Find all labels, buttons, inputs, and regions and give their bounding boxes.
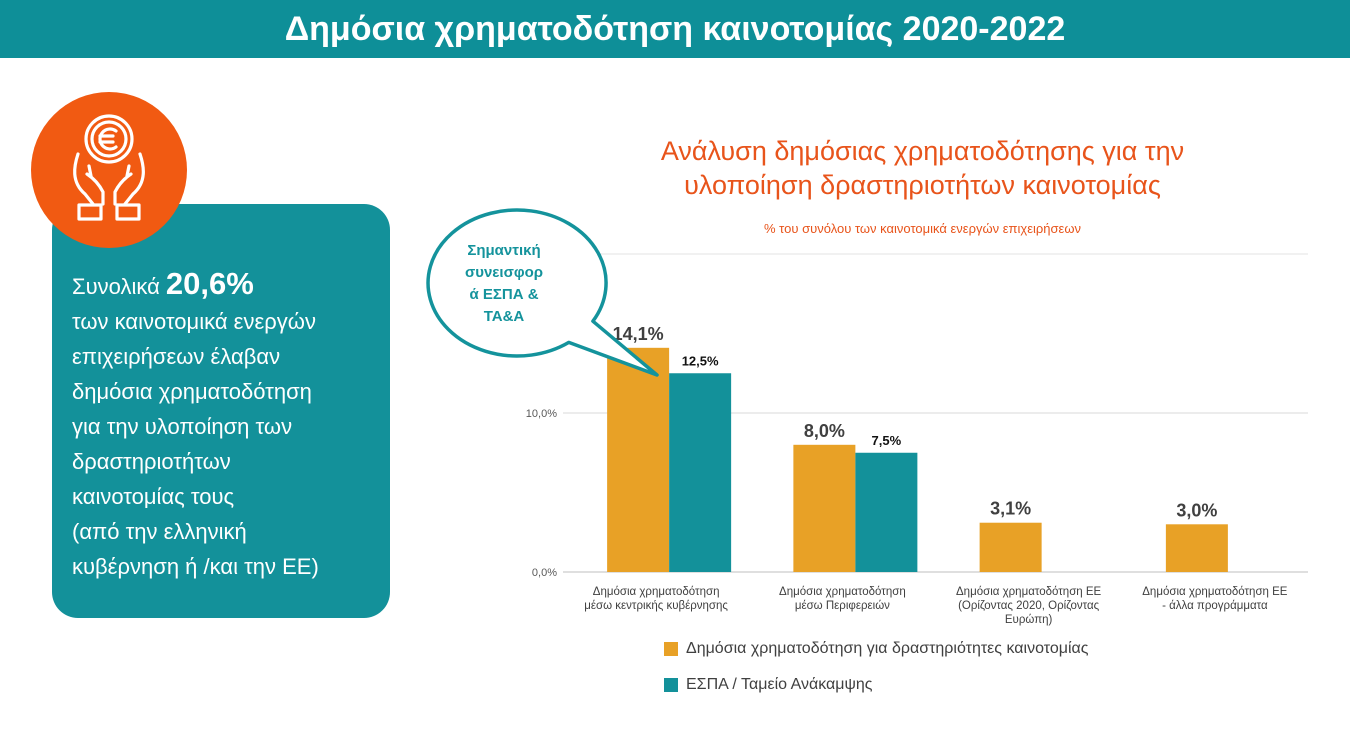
data-label: 8,0%	[804, 421, 845, 441]
x-tick-label-line: Δημόσια χρηματοδότηση ΕΕ	[956, 586, 1102, 598]
info-line: κυβέρνηση ή /και την ΕΕ)	[72, 554, 319, 579]
info-line: (από την ελληνική	[72, 519, 247, 544]
callout-line: συνεισφορ	[464, 264, 544, 281]
legend-label: ΕΣΠΑ / Ταμείο Ανάκαμψης	[686, 676, 873, 693]
x-tick-label-line: Δημόσια χρηματοδότηση	[779, 586, 906, 598]
info-intro: Συνολικά	[72, 274, 166, 299]
info-line: καινοτομίας τους	[72, 484, 235, 509]
y-tick-label: 10,0%	[526, 408, 557, 420]
callout-line: Σημαντική	[467, 242, 541, 259]
chart-subtitle: % του συνόλου των καινοτομικά ενεργών επ…	[764, 221, 1081, 236]
x-tick-label: Δημόσια χρηματοδότηση ΕΕ - άλλα προγράμμα…	[1123, 585, 1307, 613]
page-header: Δημόσια χρηματοδότηση καινοτομίας 2020-2…	[0, 0, 1350, 58]
info-line: των καινοτομικά ενεργών	[72, 309, 316, 334]
bar	[855, 452, 918, 572]
info-line: επιχειρήσεων έλαβαν	[72, 344, 281, 369]
info-headline: Συνολικά 20,6%	[72, 266, 387, 304]
x-tick-label-line: Δημόσια χρηματοδότηση ΕΕ	[1142, 586, 1288, 598]
info-card	[52, 204, 390, 618]
data-label: 12,5%	[682, 353, 719, 368]
legend-label: Δημόσια χρηματοδότηση για δραστηριότητες…	[686, 640, 1089, 657]
x-tick-label-line: Ευρώπη)	[1004, 614, 1053, 626]
bar	[669, 373, 732, 572]
chart-title-line: Ανάλυση δημόσιας χρηματοδότησης για την	[660, 136, 1185, 166]
data-label: 3,0%	[1176, 500, 1217, 520]
x-tick-label-line: μέσω κεντρικής κυβέρνησης	[584, 600, 728, 612]
data-label: 7,5%	[872, 433, 902, 448]
callout-line: ά ΕΣΠΑ &	[469, 286, 539, 303]
data-label: 14,1%	[613, 324, 664, 344]
y-tick-label: 0,0%	[532, 567, 557, 579]
x-tick-label-line: (Ορίζοντας 2020, Ορίζοντας	[958, 600, 1100, 612]
chart-title-line: υλοποίηση δραστηριοτήτων καινοτομίας	[684, 170, 1161, 200]
callout-text: Σημαντική συνεισφορ ά ΕΣΠΑ & ΤΑ&Α	[454, 240, 554, 328]
page-title: Δημόσια χρηματοδότηση καινοτομίας 2020-2…	[284, 9, 1066, 48]
x-tick-label-line: μέσω Περιφερειών	[794, 600, 890, 612]
info-value: 20,6%	[165, 266, 254, 301]
info-text: Συνολικά 20,6% των καινοτομικά ενεργών ε…	[72, 266, 387, 584]
legend-swatch-orange	[664, 642, 678, 656]
info-line: δημόσια χρηματοδότηση	[72, 379, 312, 404]
legend: Δημόσια χρηματοδότηση για δραστηριότητες…	[664, 631, 1088, 703]
bar	[979, 522, 1042, 572]
x-tick-label: Δημόσια χρηματοδότηση ΕΕ (Ορίζοντας 2020,…	[937, 585, 1121, 627]
data-label: 3,1%	[990, 499, 1031, 519]
legend-swatch-teal	[664, 678, 678, 692]
x-tick-label-line: - άλλα προγράμματα	[1162, 600, 1268, 612]
legend-item: Δημόσια χρηματοδότηση για δραστηριότητες…	[664, 631, 1088, 667]
info-line: δραστηριοτήτων	[72, 449, 231, 474]
legend-item: ΕΣΠΑ / Ταμείο Ανάκαμψης	[664, 667, 1088, 703]
bar	[1165, 524, 1228, 572]
callout-line: ΤΑ&Α	[483, 308, 525, 325]
info-line: για την υλοποίηση των	[72, 414, 293, 439]
x-tick-label: Δημόσια χρηματοδότηση μέσω κεντρικής κυβέ…	[564, 585, 748, 613]
x-tick-label: Δημόσια χρηματοδότηση μέσω Περιφερειών	[750, 585, 934, 613]
chart-title: Ανάλυση δημόσιας χρηματοδότησης για την …	[560, 134, 1285, 202]
speech-bubble	[426, 208, 659, 377]
hands-euro-icon	[31, 92, 187, 248]
bar	[793, 444, 856, 572]
bar	[607, 347, 670, 572]
x-tick-label-line: Δημόσια χρηματοδότηση	[592, 586, 720, 598]
